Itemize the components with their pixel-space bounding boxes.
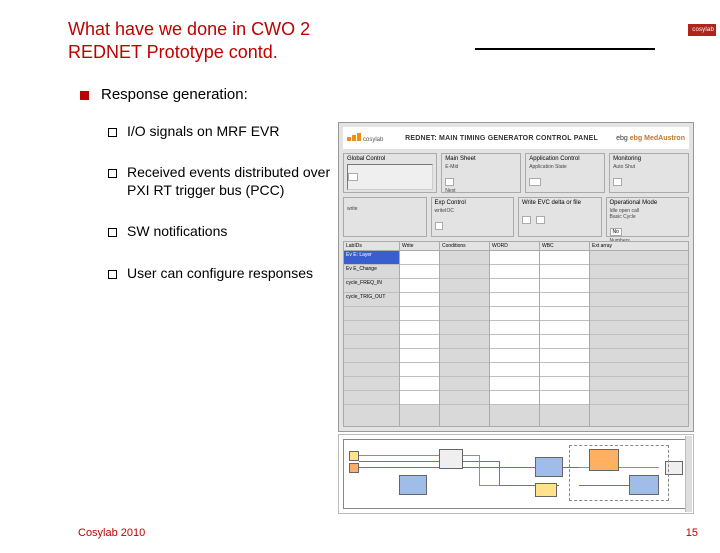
row-label-1[interactable]: Ev E_Change [344,265,399,279]
page-number: 15 [686,527,698,539]
panel-body-0 [347,164,433,190]
screenshot-row3: write Exp Control writeIOC Write EVC del… [343,197,689,237]
panel-title-2: Application Control [529,156,601,162]
footer-text: Cosylab 2010 [78,527,145,539]
ctrl[interactable] [529,178,541,186]
panel-title-0: Global Control [347,156,433,162]
row-label[interactable] [344,391,399,405]
tcol-h-5: Ext array [590,242,688,251]
title-line-1: What have we done in CWO 2 [68,19,310,39]
diagram-node [349,463,359,473]
label-autoshut: Auto Shut [613,164,685,170]
block-diagram-screenshot [338,434,694,514]
panel-title-1: Main Sheet [445,156,517,162]
hollow-square-icon [108,270,117,279]
table-col-4: WBC [540,242,590,426]
sub-bullet-2: SW notifications [108,223,335,241]
label-appstate: Application State [529,164,601,170]
table-rowlabels: LabIDs Ev E: Layer Ev E_Change cycle_FRE… [344,242,400,426]
panel-exp-control: Exp Control writeIOC [431,197,515,237]
row-label-0[interactable]: Ev E: Layer [344,251,399,265]
cosylab-logo-small: cosylab [347,131,387,145]
sub-bullet-0-text: I/O signals on MRF EVR [127,123,280,141]
diagram-node [399,475,427,495]
row-label[interactable] [344,363,399,377]
table-col-2: Conditions [440,242,490,426]
control-panel-screenshot: cosylab REDNET: MAIN TIMING GENERATOR CO… [338,122,694,432]
tcol-h-2: Conditions [440,242,489,251]
cosylab-logo-text: cosylab [692,24,714,36]
row-label[interactable] [344,321,399,335]
panel-monitoring: Monitoring Auto Shut [609,153,689,193]
row-label[interactable] [344,377,399,391]
screenshot-section-row: Global Control Main Sheet E-Mid Next App… [343,153,689,193]
ctrl[interactable] [613,178,622,186]
panel-write-evc: Write EVC delta or file [518,197,602,237]
label-next: Next [445,188,517,194]
panel-title-3: Monitoring [613,156,685,162]
table-col-1: Write [400,242,440,426]
row-label-3[interactable]: cycle_TRIG_OUT [344,293,399,307]
screenshot-brand: ebg ebg MedAustron [616,135,685,142]
diagram-node [535,457,563,477]
tcol-h-0: LabIDs [344,242,399,251]
screenshot-brand-b: ebg MedAustron [630,135,685,142]
hollow-square-icon [108,128,117,137]
title-line-2: REDNET Prototype contd. [68,42,278,62]
ctrl[interactable] [445,178,454,186]
row-label[interactable] [344,349,399,363]
ctrl[interactable] [435,222,444,230]
panel-row3-0: write [343,197,427,237]
table-col-3: WORD [490,242,540,426]
screenshot-app-title: REDNET: MAIN TIMING GENERATOR CONTROL PA… [393,135,610,142]
diagram-node [439,449,463,469]
label-emid: E-Mid [445,164,517,170]
table-col-5: Ext array [590,242,688,426]
row-label[interactable] [344,307,399,321]
row-label-2[interactable]: cycle_FREQ_IN [344,279,399,293]
bullet-square-icon [80,91,89,100]
tcol-h-3: WORD [490,242,539,251]
diagram-subframe [569,445,669,501]
row-label[interactable] [344,335,399,349]
row3-sub: write [347,206,423,212]
row3-sub-1: writeIOC [435,208,511,214]
ctrl[interactable] [348,173,358,181]
title-underline [475,48,655,50]
row3-label-0: Exp Control [435,200,511,206]
panel-global-control: Global Control [343,153,437,193]
hollow-square-icon [108,169,117,178]
row3-label-1: Write EVC delta or file [522,200,598,206]
tcol-h-1: Write [400,242,439,251]
row3-sub-2: Basic Cycle [610,214,686,220]
ctrl[interactable]: No [610,228,622,236]
sub-bullet-2-text: SW notifications [127,223,227,241]
diagram-node [349,451,359,461]
sub-bullet-3: User can configure responses [108,265,335,283]
sub-bullet-3-text: User can configure responses [127,265,313,283]
body-text: Response generation: I/O signals on MRF … [80,86,335,306]
ctrl[interactable] [522,216,531,224]
row3-label-2: Operational Mode [610,200,686,206]
bullet-main-text: Response generation: [101,86,248,105]
tcol-h-4: WBC [540,242,589,251]
slide-title: What have we done in CWO 2 REDNET Protot… [68,18,310,65]
sub-bullet-list: I/O signals on MRF EVR Received events d… [108,123,335,283]
screenshot-table: LabIDs Ev E: Layer Ev E_Change cycle_FRE… [343,241,689,427]
panel-op-mode: Operational Mode Idle open call Basic Cy… [606,197,690,237]
panel-app-control: Application Control Application State [525,153,605,193]
sub-bullet-1: Received events distributed over PXI RT … [108,164,335,199]
sub-bullet-0: I/O signals on MRF EVR [108,123,335,141]
diagram-node [535,483,557,497]
scrollbar-v[interactable] [685,436,692,512]
ctrl[interactable] [536,216,545,224]
svg-text:cosylab: cosylab [363,137,384,143]
screenshot-header: cosylab REDNET: MAIN TIMING GENERATOR CO… [343,127,689,149]
sub-bullet-1-text: Received events distributed over PXI RT … [127,164,335,199]
bullet-main-row: Response generation: [80,86,335,105]
panel-main-sheet: Main Sheet E-Mid Next [441,153,521,193]
hollow-square-icon [108,228,117,237]
